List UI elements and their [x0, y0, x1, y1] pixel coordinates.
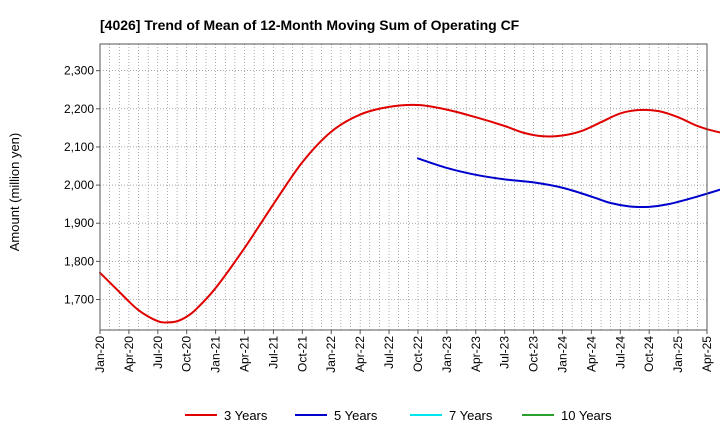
x-tick-label: Jul-22 — [382, 336, 396, 369]
y-axis-label: Amount (million yen) — [7, 133, 22, 252]
x-tick-label: Apr-20 — [122, 336, 136, 372]
series-line-3-years — [99, 103, 720, 324]
y-tick-label: 2,100 — [64, 140, 94, 154]
x-tick-label: Jan-20 — [93, 336, 107, 373]
x-tick-label: Oct-22 — [411, 336, 425, 372]
plot-frame — [99, 43, 708, 331]
x-tick-label: Oct-21 — [295, 336, 309, 372]
legend: 3 Years 5 Years 7 Years 10 Years — [185, 408, 612, 423]
x-tick-label: Apr-21 — [238, 336, 252, 372]
legend-label-5-years: 5 Years — [334, 408, 378, 423]
x-tick-label: Apr-25 — [700, 336, 714, 372]
grid — [100, 44, 707, 330]
y-tick-label: 1,900 — [64, 216, 94, 230]
x-tick-label: Oct-24 — [642, 336, 656, 372]
series-line-5-years — [416, 157, 720, 209]
series-lines — [99, 103, 720, 324]
y-tick-label: 1,700 — [64, 292, 94, 306]
legend-label-7-years: 7 Years — [449, 408, 493, 423]
x-tick-label: Oct-23 — [527, 336, 541, 372]
x-tick-label: Apr-23 — [469, 336, 483, 372]
legend-label-3-years: 3 Years — [224, 408, 268, 423]
x-tick-label: Jul-23 — [498, 336, 512, 369]
x-tick-label: Jan-22 — [324, 336, 338, 373]
legend-label-10-years: 10 Years — [561, 408, 612, 423]
x-tick-label: Apr-24 — [584, 336, 598, 372]
x-tick-label: Jan-23 — [440, 336, 454, 373]
x-tick-label: Jul-21 — [266, 336, 280, 369]
x-axis-ticks: Jan-20 Apr-20 Jul-20 Oct-20 Jan-21 Apr-21 Jul-… — [93, 330, 714, 373]
x-tick-label: Oct-20 — [180, 336, 194, 372]
x-tick-label: Jul-20 — [151, 336, 165, 369]
y-tick-label: 2,300 — [64, 64, 94, 78]
chart-title: [4026] Trend of Mean of 12-Month Moving … — [100, 17, 520, 33]
x-tick-label: Jan-25 — [671, 336, 685, 373]
x-tick-label: Jan-21 — [209, 336, 223, 373]
x-tick-label: Jul-24 — [613, 336, 627, 369]
x-tick-label: Apr-22 — [353, 336, 367, 372]
y-axis-ticks: 1,700 1,800 1,900 2,000 2,100 2,200 2,300 — [64, 64, 100, 306]
y-tick-label: 2,200 — [64, 102, 94, 116]
x-tick-label: Jan-24 — [555, 336, 569, 373]
y-tick-label: 2,000 — [64, 178, 94, 192]
y-tick-label: 1,800 — [64, 254, 94, 268]
